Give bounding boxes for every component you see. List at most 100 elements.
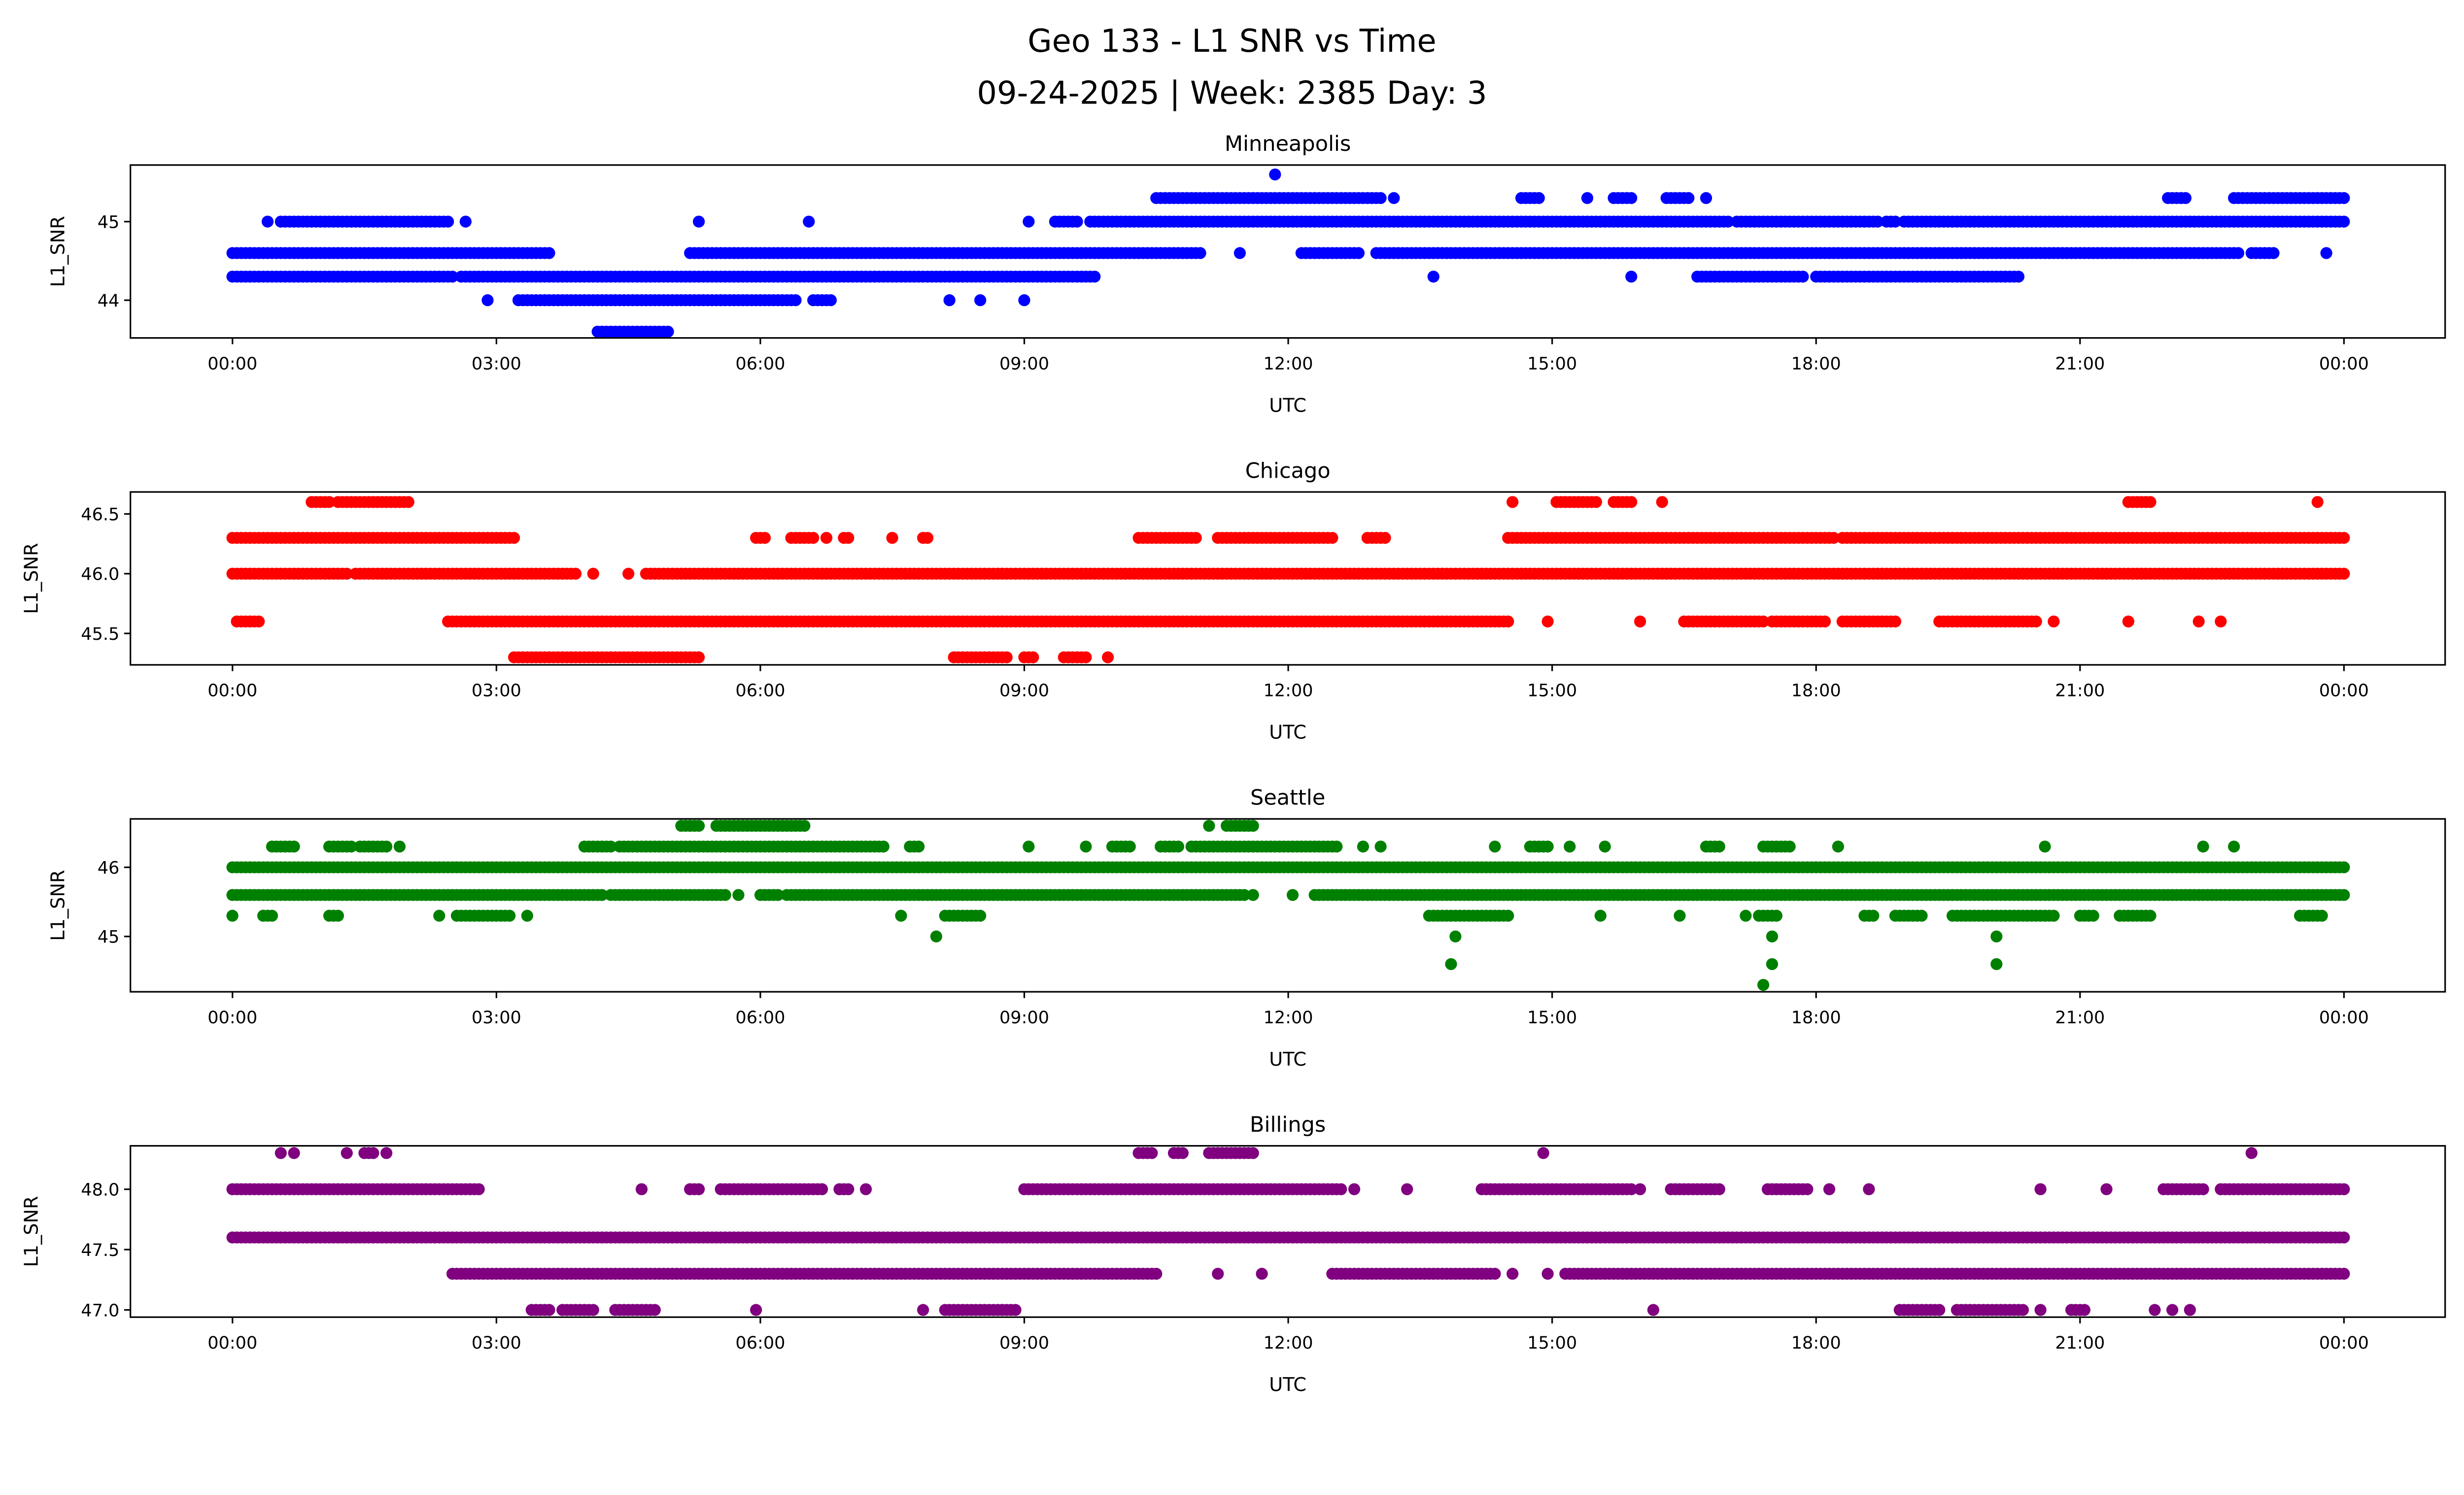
subplot-chicago: 00:00 03:00 06:00 09:00 12:00 15:00 18:00 21:00… [21, 458, 2446, 744]
data-point [2100, 1183, 2113, 1195]
data-point [1594, 909, 1607, 922]
data-point [1348, 1183, 1361, 1195]
subplot-title: Seattle [1250, 786, 1325, 810]
x-tick-label: 12:00 [1264, 1008, 1313, 1028]
data-point [1713, 840, 1725, 853]
data-point [1352, 247, 1365, 259]
data-point [1023, 840, 1035, 853]
data-point [253, 615, 265, 627]
data-point [442, 215, 454, 228]
data-point [433, 909, 445, 922]
y-tick-label: 46.5 [81, 504, 119, 524]
x-axis-label: UTC [1269, 722, 1306, 744]
data-point [503, 909, 516, 922]
data-point [2338, 1231, 2350, 1244]
data-point [1818, 615, 1831, 627]
data-point [1867, 909, 1880, 922]
data-point [1374, 840, 1387, 853]
data-point [895, 909, 907, 922]
data-point [261, 215, 274, 228]
data-point [2192, 615, 2205, 627]
x-tick-label: 15:00 [1527, 1008, 1577, 1028]
data-point [1176, 1147, 1189, 1159]
data-point [2197, 840, 2209, 853]
axes-frame [130, 164, 2446, 339]
y-tick-label: 46.0 [81, 564, 119, 585]
data-point [1634, 1183, 1646, 1195]
data-point [1674, 909, 1686, 922]
x-tick-label: 00:00 [207, 353, 257, 374]
data-point [1247, 820, 1259, 832]
data-point [1101, 651, 1114, 663]
data-point [750, 1304, 762, 1316]
data-point [1489, 1268, 1501, 1280]
y-tick-label: 44 [98, 291, 120, 311]
data-point [1722, 215, 1734, 228]
data-point [1071, 215, 1083, 228]
x-tick-label: 06:00 [735, 1008, 785, 1028]
y-tick-label: 45 [98, 212, 120, 232]
data-point [226, 909, 239, 922]
x-tick-label: 09:00 [999, 681, 1049, 701]
data-point [1124, 840, 1136, 853]
x-tick-label: 00:00 [2319, 1008, 2369, 1028]
data-point [1388, 192, 1400, 204]
data-point [459, 215, 472, 228]
y-axis-label: L1_SNR [47, 216, 69, 287]
data-point [2338, 215, 2350, 228]
data-point [323, 496, 336, 508]
x-tick-label: 03:00 [472, 681, 521, 701]
data-point [1590, 496, 1602, 508]
x-tick-label: 06:00 [735, 681, 785, 701]
x-tick-label: 21:00 [2055, 681, 2105, 701]
data-point [974, 909, 987, 922]
subplot-title: Minneapolis [1225, 132, 1351, 156]
data-point [2232, 247, 2245, 259]
data-point [1682, 192, 1695, 204]
data-point [2228, 840, 2240, 853]
x-tick-label: 00:00 [2319, 681, 2369, 701]
data-point [2166, 1304, 2179, 1316]
data-point [1827, 532, 1840, 544]
scatter-points-chicago [226, 496, 2350, 663]
data-point [2048, 615, 2060, 627]
data-point [1863, 1183, 1875, 1195]
data-point [1625, 1183, 1638, 1195]
x-tick-label: 12:00 [1264, 353, 1313, 374]
data-point [1700, 192, 1712, 204]
snr-figure: Geo 133 - L1 SNR vs Time 09-24-2025 | We… [20, 23, 2446, 1396]
data-point [2048, 909, 2060, 922]
data-point [266, 909, 278, 922]
data-point [820, 532, 833, 544]
y-tick-label: 45 [98, 927, 120, 947]
data-point [1247, 1147, 1259, 1159]
data-point [1018, 294, 1030, 307]
x-tick-label: 18:00 [1791, 1008, 1841, 1028]
x-tick-label: 09:00 [999, 353, 1049, 374]
data-point [1027, 651, 1039, 663]
data-point [1238, 889, 1250, 901]
data-point [521, 909, 533, 922]
data-point [859, 1183, 872, 1195]
data-point [692, 1183, 705, 1195]
data-point [2338, 567, 2350, 580]
x-tick-label: 09:00 [999, 1008, 1049, 1028]
data-point [1379, 532, 1391, 544]
data-point [1713, 1183, 1725, 1195]
data-point [1203, 820, 1215, 832]
data-point [1783, 840, 1796, 853]
data-point [1326, 532, 1338, 544]
x-tick-label: 00:00 [207, 1008, 257, 1028]
x-tick-label: 18:00 [1791, 681, 1841, 701]
data-point [1247, 889, 1259, 901]
data-point [380, 1147, 393, 1159]
data-point [2338, 532, 2350, 544]
data-point [732, 889, 745, 901]
data-point [1889, 615, 1902, 627]
data-point [2184, 1304, 2196, 1316]
data-point [345, 840, 357, 853]
y-tick-label: 45.5 [81, 624, 119, 644]
data-point [1357, 840, 1369, 853]
data-point [402, 496, 414, 508]
data-point [341, 1147, 353, 1159]
